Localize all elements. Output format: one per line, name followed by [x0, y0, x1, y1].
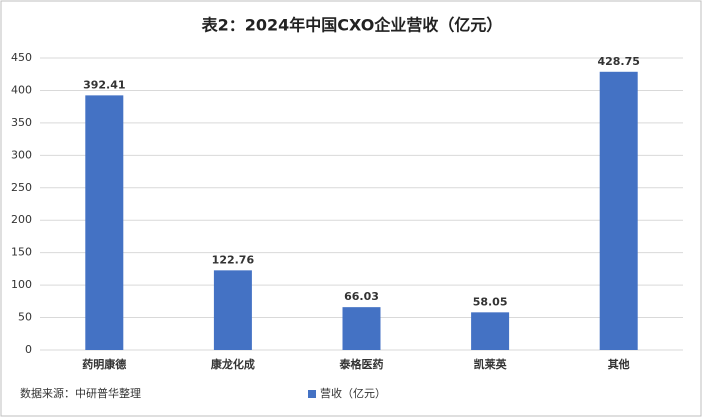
y-tick-label: 100	[11, 278, 32, 291]
source-note: 数据来源：中研普华整理	[20, 386, 141, 400]
y-tick-label: 350	[11, 116, 32, 129]
x-tick-label: 泰格医药	[339, 357, 384, 371]
bar	[85, 95, 124, 351]
legend-label: 营收（亿元）	[320, 386, 386, 400]
y-tick-label: 300	[11, 148, 32, 161]
legend-swatch	[308, 390, 316, 398]
bar	[342, 307, 381, 350]
data-label: 66.03	[344, 290, 379, 303]
y-tick-label: 250	[11, 181, 32, 194]
bar	[213, 270, 252, 350]
chart-title: 表2：2024年中国CXO企业营收（亿元）	[201, 16, 503, 35]
data-label: 392.41	[83, 78, 125, 91]
x-tick-label: 药明康德	[82, 357, 126, 371]
y-tick-label: 400	[11, 83, 32, 96]
y-tick-label: 150	[11, 246, 32, 259]
y-tick-label: 450	[11, 51, 32, 64]
x-tick-label: 其他	[608, 357, 630, 371]
data-label: 58.05	[473, 295, 508, 308]
x-tick-label: 康龙化成	[211, 357, 255, 371]
data-label: 122.76	[212, 253, 255, 266]
x-tick-label: 凯莱英	[474, 357, 508, 371]
y-tick-label: 0	[25, 343, 32, 356]
data-label: 428.75	[597, 55, 639, 68]
bar	[599, 71, 638, 351]
y-tick-label: 50	[18, 311, 32, 324]
y-tick-label: 200	[11, 213, 32, 226]
bar	[471, 312, 510, 350]
